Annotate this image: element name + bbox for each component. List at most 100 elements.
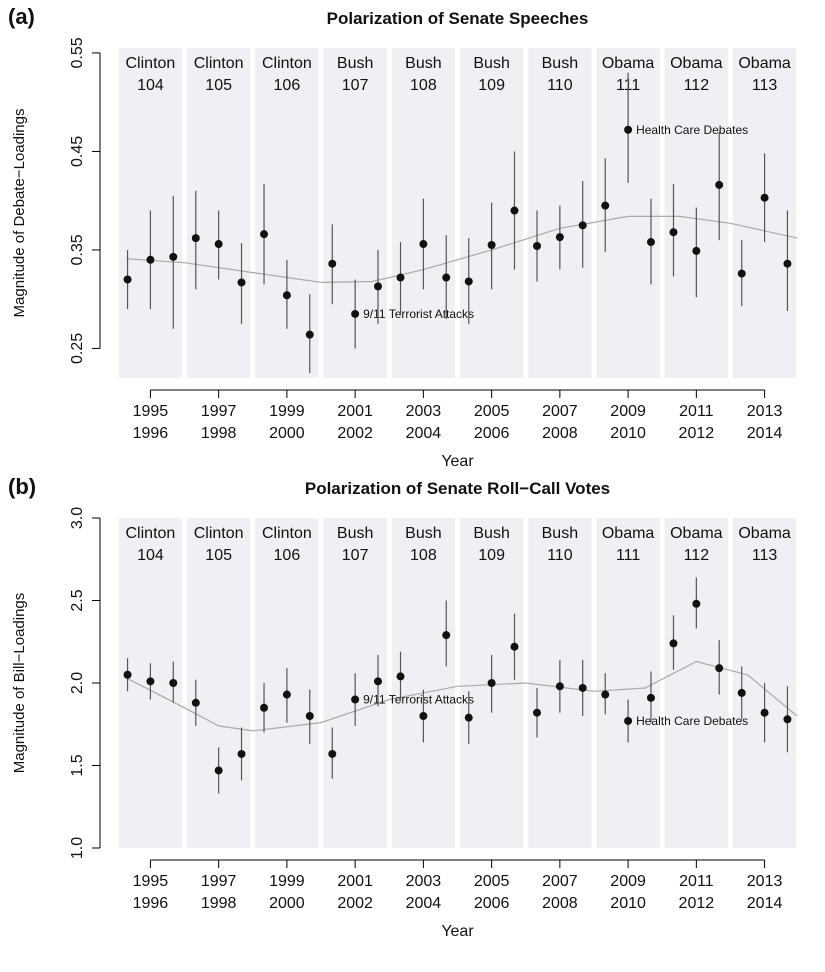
data-point — [237, 278, 246, 287]
data-point — [533, 242, 542, 250]
x-tick-label: 2000 — [269, 895, 305, 912]
x-tick-label: 2004 — [406, 895, 442, 912]
congress-number: 112 — [684, 547, 710, 564]
congress-president: Bush — [542, 525, 578, 542]
congress-number: 105 — [205, 547, 232, 564]
data-point — [783, 715, 792, 724]
congress-president: Bush — [473, 55, 509, 72]
data-point — [123, 275, 132, 284]
x-tick-label: 2013 — [747, 403, 783, 420]
chart-panel: (b) Polarization of Senate Roll−Call Vote… — [8, 474, 798, 940]
x-tick-label: 2001 — [337, 403, 373, 420]
data-point — [737, 269, 746, 278]
x-tick-label: 2014 — [747, 895, 783, 912]
congress-president: Clinton — [126, 525, 176, 542]
data-point — [715, 180, 724, 189]
panel-label: (a) — [8, 4, 35, 29]
x-tick-label: 2007 — [542, 873, 578, 890]
x-tick-label: 2009 — [610, 873, 646, 890]
data-point — [760, 708, 769, 717]
data-point — [419, 712, 428, 720]
data-point — [351, 309, 360, 318]
annotation: 9/11 Terrorist Attacks — [363, 307, 474, 321]
trend-line — [126, 660, 798, 732]
congress-president: Bush — [337, 55, 373, 72]
congress-president: Obama — [738, 55, 791, 72]
congress-president: Bush — [337, 525, 373, 542]
congress-president: Bush — [542, 55, 578, 72]
data-point — [487, 241, 496, 250]
congress-number: 106 — [274, 77, 301, 94]
congress-number: 106 — [274, 547, 301, 564]
congress-number: 110 — [547, 547, 573, 564]
data-point — [555, 682, 564, 691]
congress-president: Obama — [670, 525, 723, 542]
data-point — [487, 679, 496, 687]
data-point — [396, 672, 405, 681]
annotation: Health Care Debates — [636, 123, 748, 137]
data-point — [351, 695, 360, 704]
congress-president: Bush — [405, 55, 441, 72]
x-tick-label: 1996 — [133, 895, 169, 912]
congress-number: 108 — [410, 547, 437, 564]
x-tick-label: 2002 — [337, 895, 373, 912]
congress-president: Clinton — [262, 55, 312, 72]
y-tick-label: 0.35 — [69, 234, 86, 265]
data-point — [169, 252, 178, 261]
data-point — [237, 749, 246, 758]
data-point — [601, 201, 610, 210]
data-point — [373, 677, 382, 686]
congress-number: 112 — [684, 77, 710, 94]
congress-number: 113 — [752, 547, 778, 564]
x-tick-label: 2010 — [610, 895, 646, 912]
x-tick-label: 2003 — [406, 403, 442, 420]
x-tick-label: 1998 — [201, 425, 237, 442]
data-point — [624, 125, 633, 134]
x-tick-label: 1995 — [133, 873, 169, 890]
data-point — [191, 698, 200, 707]
data-point — [646, 693, 655, 702]
y-axis-label: Magnitude of Bill−Loadings — [11, 593, 28, 774]
congress-number: 108 — [410, 77, 437, 94]
congress-president: Obama — [670, 55, 723, 72]
data-point — [669, 228, 678, 237]
data-point — [464, 277, 473, 286]
data-point — [146, 677, 155, 686]
y-tick-label: 0.55 — [69, 37, 86, 68]
data-point — [760, 193, 769, 202]
y-tick-label: 1.0 — [69, 837, 86, 859]
congress-number: 105 — [205, 77, 232, 94]
congress-president: Bush — [405, 525, 441, 542]
x-tick-label: 1997 — [201, 403, 237, 420]
x-tick-label: 1999 — [269, 873, 305, 890]
x-tick-label: 1996 — [133, 425, 169, 442]
y-tick-label: 2.5 — [69, 589, 86, 611]
x-tick-label: 2005 — [474, 403, 510, 420]
data-point — [419, 240, 428, 249]
data-point — [783, 259, 792, 268]
data-point — [692, 599, 701, 608]
x-tick-label: 2008 — [542, 425, 578, 442]
data-point — [214, 240, 223, 249]
x-axis-label: Year — [441, 453, 474, 470]
data-point — [146, 255, 155, 264]
x-tick-label: 2010 — [610, 425, 646, 442]
data-point — [533, 708, 542, 717]
data-point — [282, 291, 291, 300]
data-point — [624, 716, 633, 725]
x-tick-label: 2005 — [474, 873, 510, 890]
x-tick-label: 2007 — [542, 403, 578, 420]
data-point — [214, 766, 223, 775]
data-point — [715, 664, 724, 673]
x-tick-label: 2000 — [269, 425, 305, 442]
congress-number: 107 — [342, 77, 369, 94]
x-axis-label: Year — [441, 923, 474, 940]
x-tick-label: 2004 — [406, 425, 442, 442]
x-tick-label: 2009 — [610, 403, 646, 420]
congress-number: 113 — [752, 77, 778, 94]
data-point — [328, 749, 337, 758]
congress-president: Obama — [738, 525, 791, 542]
data-point — [191, 234, 200, 243]
x-tick-label: 2012 — [679, 425, 715, 442]
